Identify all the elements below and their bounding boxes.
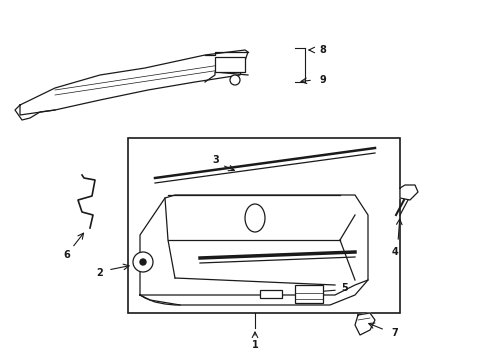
Circle shape: [229, 75, 240, 85]
Polygon shape: [140, 195, 367, 295]
Text: 3: 3: [212, 155, 219, 165]
Text: 1: 1: [251, 340, 258, 350]
Text: 5: 5: [341, 283, 347, 293]
Text: 6: 6: [63, 250, 70, 260]
Circle shape: [133, 252, 153, 272]
Bar: [215, 57, 244, 72]
Bar: [128, 138, 399, 313]
Text: 9: 9: [319, 75, 325, 85]
Circle shape: [140, 259, 146, 265]
Text: 8: 8: [319, 45, 326, 55]
Polygon shape: [354, 313, 374, 335]
Bar: [294, 285, 323, 303]
Ellipse shape: [244, 204, 264, 232]
Polygon shape: [20, 50, 247, 115]
Text: 7: 7: [391, 328, 398, 338]
Text: 4: 4: [391, 247, 398, 257]
Bar: [260, 290, 282, 298]
Text: 2: 2: [97, 268, 103, 278]
Polygon shape: [399, 185, 417, 200]
